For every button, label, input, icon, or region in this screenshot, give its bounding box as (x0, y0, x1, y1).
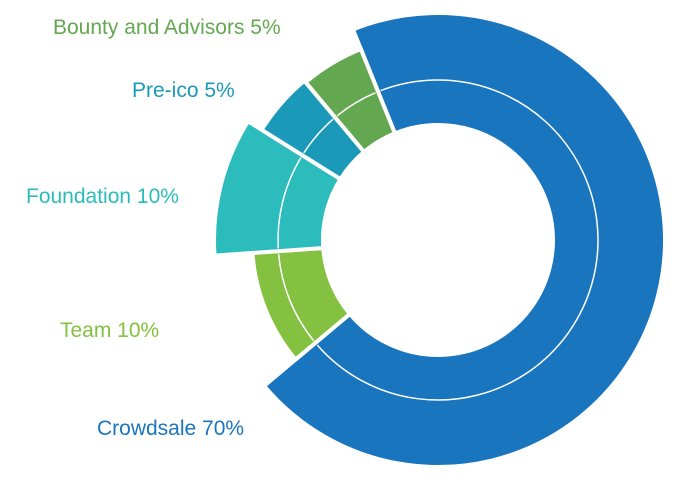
slice-foundation (212, 118, 344, 258)
inner-ring-line (336, 92, 376, 117)
slice-crowdsale (261, 11, 667, 469)
slice-label: Foundation 10% (26, 185, 179, 208)
inner-ring-line (277, 253, 315, 342)
inner-ring-line (303, 118, 334, 154)
slice-label: Crowdsale 70% (97, 417, 244, 440)
slice-label: Pre-ico 5% (132, 79, 235, 102)
slice-label: Team 10% (60, 319, 159, 342)
slice-bounty-and-advisors (302, 46, 398, 155)
inner-ring-line (277, 157, 302, 249)
slice-label: Bounty and Advisors 5% (53, 16, 281, 39)
inner-ring-line (316, 79, 599, 401)
